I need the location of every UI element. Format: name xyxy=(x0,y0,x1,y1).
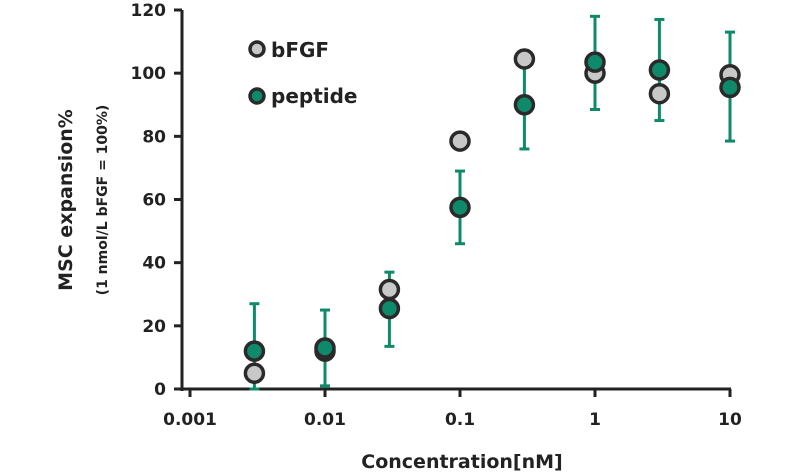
legend-label-peptide: peptide xyxy=(271,84,358,108)
y-axis-title: MSC expansion% xyxy=(55,109,77,291)
x-tick-label: 10 xyxy=(718,410,742,430)
point-bfgf xyxy=(648,82,671,105)
point-peptide xyxy=(719,76,741,99)
point-peptide xyxy=(513,94,536,116)
y-tick-label: 80 xyxy=(142,127,166,147)
y-axis-subtitle: (1 nmol/L bFGF = 100%) xyxy=(95,105,111,296)
point-peptide xyxy=(584,51,606,73)
x-tick-label: 0.001 xyxy=(163,410,217,430)
point-bfgf xyxy=(449,130,471,152)
axes: 0 20 40 60 80 100 120 0.001 0.01 0.1 1 10 xyxy=(131,1,742,430)
point-bfgf xyxy=(513,48,536,70)
legend-marker-bfgf xyxy=(248,40,266,58)
legend-marker-peptide xyxy=(248,87,266,105)
legend-label-bfgf: bFGF xyxy=(271,38,329,62)
point-peptide xyxy=(648,59,671,81)
y-tick-label: 20 xyxy=(142,317,166,337)
x-tick-label: 0.1 xyxy=(445,410,475,430)
point-peptide xyxy=(378,297,401,320)
y-tick-label: 120 xyxy=(131,1,167,21)
point-peptide xyxy=(449,196,471,219)
y-tick-label: 60 xyxy=(142,191,166,211)
point-peptide xyxy=(314,337,336,359)
point-bfgf xyxy=(378,278,401,301)
y-tick-label: 100 xyxy=(131,64,167,84)
legend: bFGF peptide xyxy=(248,38,358,108)
x-tick-label: 1 xyxy=(589,410,601,430)
data-points xyxy=(243,48,741,384)
point-bfgf xyxy=(243,362,266,384)
y-tick-label: 0 xyxy=(154,380,166,400)
x-axis-title: Concentration[nM] xyxy=(361,451,562,473)
point-peptide xyxy=(243,340,266,362)
y-tick-label: 40 xyxy=(142,254,166,274)
x-tick-label: 0.01 xyxy=(304,410,346,430)
